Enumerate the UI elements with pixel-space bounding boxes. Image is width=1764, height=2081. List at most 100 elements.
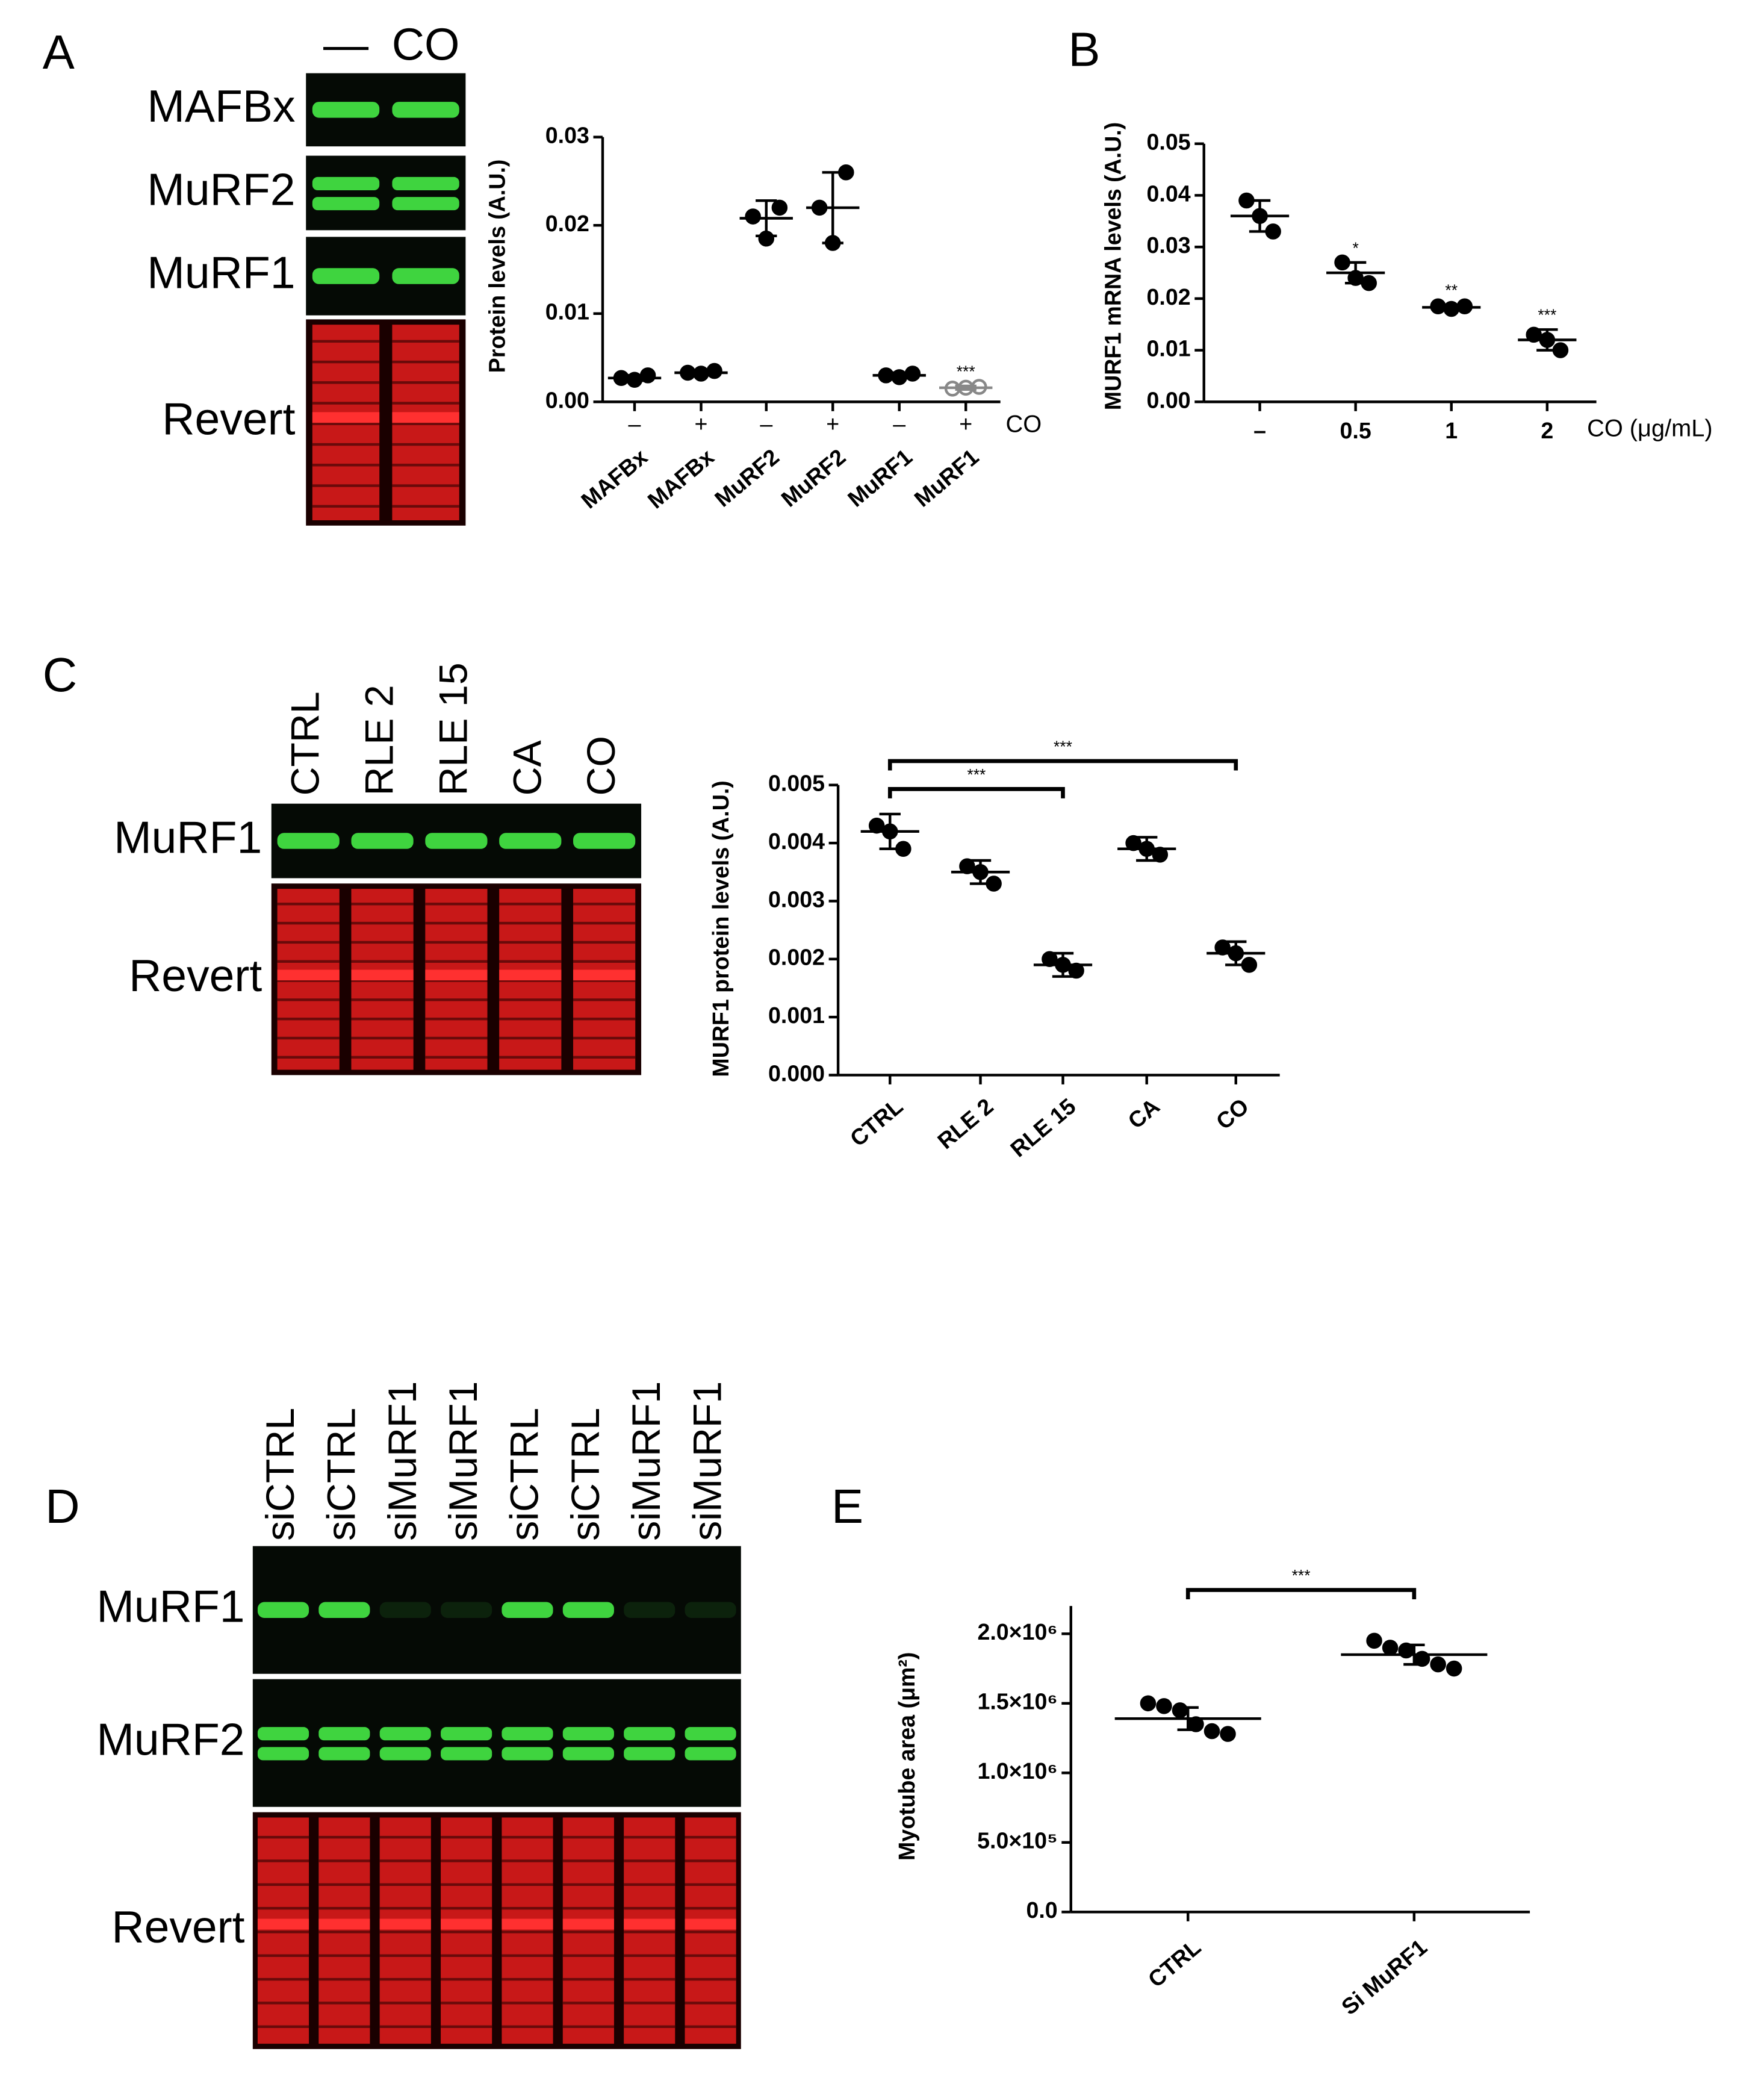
band [392, 176, 459, 191]
y-tick-label: 0.05 [1147, 129, 1191, 155]
row-label: MuRF1 [114, 812, 262, 862]
blot-background [252, 1679, 741, 1807]
row-label: MAFBx [147, 81, 295, 131]
band [351, 941, 414, 944]
y-tick-label: 0.0 [1026, 1897, 1057, 1923]
x-tick-label: MuRF2 [777, 444, 851, 512]
band [441, 1883, 492, 1887]
row-label: MuRF1 [96, 1581, 244, 1632]
band [312, 360, 380, 364]
treatment-label: – [893, 411, 905, 437]
band [573, 998, 636, 1001]
y-axis-label: MURF1 mRNA levels (A.U.) [1101, 122, 1126, 410]
band [562, 1859, 614, 1862]
x-tick-label: – [1253, 418, 1266, 443]
x-tick-label: CTRL [845, 1093, 908, 1152]
panel-letter: C [43, 648, 77, 701]
band [379, 1835, 431, 1839]
band [624, 1906, 675, 1910]
band [277, 833, 340, 849]
y-tick-label: 0.000 [768, 1060, 825, 1086]
band [502, 1918, 553, 1930]
band [318, 1906, 370, 1910]
band [573, 1036, 636, 1040]
lane-label: siMuRF1 [380, 1381, 425, 1541]
band [441, 1930, 492, 1933]
band [277, 1056, 340, 1059]
band [312, 176, 380, 191]
lane-label: siMuRF1 [686, 1381, 730, 1541]
point [1430, 1656, 1446, 1673]
band [425, 903, 488, 906]
y-tick-label: 0.03 [545, 123, 589, 148]
band [573, 833, 636, 849]
band [685, 1930, 736, 1933]
band [624, 1747, 675, 1761]
point [1446, 1660, 1462, 1677]
band [624, 1930, 675, 1933]
band [351, 921, 414, 925]
band [392, 422, 459, 426]
band [562, 2025, 614, 2029]
band [379, 1859, 431, 1862]
band [441, 1918, 492, 1930]
band [425, 1036, 488, 1040]
band [562, 1954, 614, 1958]
x-tick-label: MAFBx [643, 444, 719, 513]
treatment-label: + [695, 411, 708, 437]
band [379, 2002, 431, 2005]
band [562, 1930, 614, 1933]
band [441, 1747, 492, 1761]
band [624, 1835, 675, 1839]
blot-background [306, 155, 466, 231]
band [351, 903, 414, 906]
band [499, 1017, 562, 1021]
band [277, 941, 340, 944]
band [312, 381, 380, 384]
lane-label: siCTRL [503, 1408, 547, 1541]
band [499, 979, 562, 982]
band [573, 941, 636, 944]
band [379, 1883, 431, 1887]
band [379, 1602, 431, 1618]
band [277, 903, 340, 906]
band [425, 1056, 488, 1059]
band [257, 1835, 309, 1839]
row-label: MuRF1 [147, 247, 295, 297]
y-tick-label: 0.004 [768, 829, 825, 854]
point [1526, 326, 1542, 343]
y-tick-label: 0.00 [545, 387, 589, 412]
band [312, 443, 380, 446]
band [502, 1859, 553, 1862]
band [312, 422, 380, 426]
band [392, 443, 459, 446]
significance: *** [1538, 306, 1556, 324]
band [685, 1883, 736, 1887]
band [425, 921, 488, 925]
band [425, 1017, 488, 1021]
band [318, 1835, 370, 1839]
band [351, 998, 414, 1001]
bracket [1185, 1588, 1417, 1600]
y-tick-label: 5.0×10⁵ [977, 1828, 1058, 1853]
band [392, 360, 459, 364]
band [502, 1602, 553, 1618]
bracket [887, 759, 1238, 771]
point [1366, 1632, 1382, 1649]
band [277, 1036, 340, 1040]
lane-label: — [323, 19, 369, 69]
band [351, 1017, 414, 1021]
band [351, 1036, 414, 1040]
band [562, 2002, 614, 2005]
band [573, 969, 636, 981]
band [441, 1602, 492, 1618]
band [312, 340, 380, 343]
band [624, 2025, 675, 2029]
x-tick-label: Si MuRF1 [1337, 1934, 1432, 2020]
y-axis-label: MURF1 protein levels (A.U.) [708, 780, 733, 1077]
band [441, 2002, 492, 2005]
band [685, 1906, 736, 1910]
band [425, 941, 488, 944]
band [277, 998, 340, 1001]
